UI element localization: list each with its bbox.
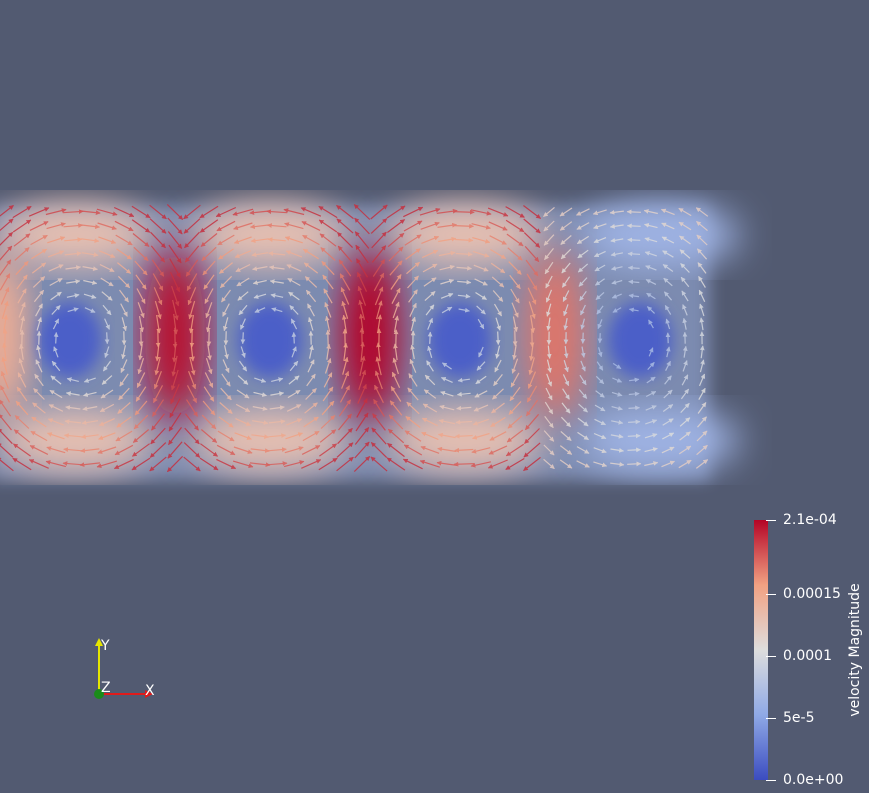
y-axis-label: Y <box>100 638 110 654</box>
colorbar-tick-label: 5e-5 <box>783 710 815 726</box>
colorbar-tick-label: 2.1e-04 <box>783 512 837 528</box>
colorbar-tick-mark <box>766 656 776 657</box>
colorbar-gradient <box>754 520 768 780</box>
x-axis-arrowhead <box>145 690 153 698</box>
colorbar-tick-label: 0.0001 <box>783 648 832 664</box>
x-axis-label: X <box>145 683 155 699</box>
velocity-magnitude-surface <box>0 203 740 480</box>
colorbar-tick-mark <box>766 594 776 595</box>
z-axis-dot <box>94 689 104 699</box>
orientation-axes: Y Z X <box>94 638 155 699</box>
colorbar-tick-label: 0.0e+00 <box>783 772 844 788</box>
colorbar-tick-label: 0.00015 <box>783 586 841 602</box>
z-axis-label: Z <box>101 680 111 696</box>
y-axis-arrowhead <box>95 638 103 646</box>
colorbar-tick-mark <box>766 520 776 521</box>
colorbar-title: velocity Magnitude <box>847 583 863 717</box>
colorbar-tick-mark <box>766 780 776 781</box>
velocity-glyphs <box>0 203 709 473</box>
colorbar-tick-mark <box>766 718 776 719</box>
